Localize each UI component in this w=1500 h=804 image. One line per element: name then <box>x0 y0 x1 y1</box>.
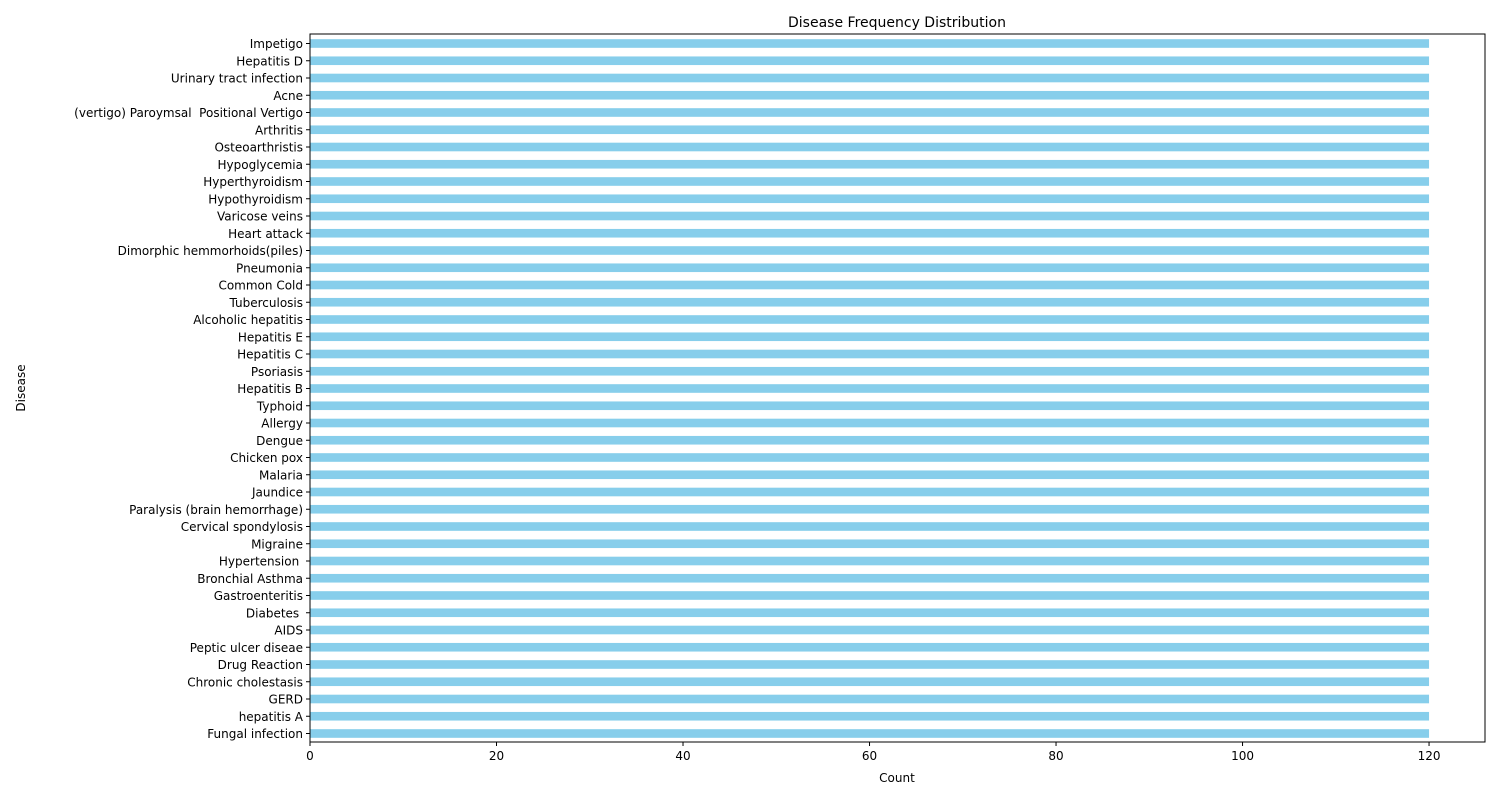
y-axis-label: Disease <box>14 364 28 411</box>
y-tick-label: Chronic cholestasis <box>187 675 303 689</box>
bar <box>310 228 1430 238</box>
y-tick-label: Hypertension <box>219 555 303 569</box>
y-tick-label: Malaria <box>259 468 303 482</box>
y-tick-label: Allergy <box>261 417 303 431</box>
bar <box>310 435 1430 445</box>
bar <box>310 332 1430 342</box>
bar <box>310 349 1430 359</box>
y-tick-label: Hepatitis E <box>238 330 303 344</box>
bar <box>310 401 1430 411</box>
bar <box>310 297 1430 307</box>
bar <box>310 453 1430 462</box>
y-tick-label: Osteoarthristis <box>214 141 303 155</box>
bar <box>310 263 1430 273</box>
bar <box>310 90 1430 100</box>
y-tick-label: Arthritis <box>255 123 303 137</box>
plot-frame <box>309 33 1486 743</box>
bar <box>310 556 1430 566</box>
y-tick-label: Diabetes <box>246 606 303 620</box>
y-tick-label: Drug Reaction <box>218 658 303 672</box>
x-tick-label: 60 <box>862 749 877 763</box>
y-tick-label: Impetigo <box>250 37 303 51</box>
bar <box>310 159 1430 169</box>
y-tick-label: Hepatitis B <box>237 382 303 396</box>
y-tick-label: Fungal infection <box>207 727 303 741</box>
x-tick-label: 120 <box>1418 749 1441 763</box>
bar <box>310 677 1430 687</box>
y-tick-label: Alcoholic hepatitis <box>193 313 303 327</box>
bar <box>310 487 1430 497</box>
bar <box>310 522 1430 531</box>
y-tick-label: Pneumonia <box>236 261 303 275</box>
bar <box>310 246 1430 255</box>
bar <box>310 108 1430 117</box>
bar <box>310 591 1430 600</box>
y-tick-label: Hypoglycemia <box>218 158 304 172</box>
bar <box>310 539 1430 549</box>
bar <box>310 73 1430 83</box>
x-tick-label: 100 <box>1231 749 1254 763</box>
y-tick-label: Dimorphic hemmorhoids(piles) <box>118 244 303 258</box>
y-tick-label: Hypothyroidism <box>208 192 303 206</box>
y-tick-label: Heart attack <box>228 227 303 241</box>
y-tick-label: Gastroenteritis <box>214 589 303 603</box>
bar <box>310 384 1430 393</box>
bar <box>310 694 1430 704</box>
y-tick-label: Jaundice <box>251 486 303 500</box>
y-tick-label: Paralysis (brain hemorrhage) <box>129 503 303 517</box>
bar <box>310 177 1430 186</box>
y-tick-label: Acne <box>273 89 303 103</box>
bar <box>310 573 1430 583</box>
y-tick-label: hepatitis A <box>239 710 304 724</box>
y-tick-label: Urinary tract infection <box>171 72 303 86</box>
bar <box>310 280 1430 290</box>
y-tick-label: Varicose veins <box>217 210 303 224</box>
bar <box>310 608 1430 618</box>
y-tick-label: Peptic ulcer diseae <box>190 641 303 655</box>
chart-title: Disease Frequency Distribution <box>788 15 1006 31</box>
bar <box>310 729 1430 738</box>
bar <box>310 504 1430 514</box>
y-tick-label: Common Cold <box>218 279 303 293</box>
bar <box>310 125 1430 135</box>
bars-layer <box>310 39 1430 738</box>
bar <box>310 418 1430 428</box>
y-tick-label: Hyperthyroidism <box>203 175 303 189</box>
bar <box>310 315 1430 324</box>
bar <box>310 470 1430 480</box>
bar <box>310 56 1430 66</box>
y-tick-label: Hepatitis C <box>237 348 303 362</box>
x-tick-label: 20 <box>489 749 504 763</box>
y-tick-label: (vertigo) Paroymsal Positional Vertigo <box>74 106 303 120</box>
bar <box>310 211 1430 221</box>
y-tick-label: Chicken pox <box>230 451 303 465</box>
y-tick-label: Psoriasis <box>251 365 303 379</box>
x-tick-layer: 0 20 40 60 80 100 120 <box>306 742 1441 763</box>
bar <box>310 194 1430 204</box>
y-tick-label: Tuberculosis <box>229 296 304 310</box>
bar <box>310 642 1430 652</box>
y-tick-layer: Fungal infection hepatitis A GERD Chronic c… <box>74 37 310 741</box>
bar <box>310 366 1430 376</box>
x-tick-label: 40 <box>675 749 690 763</box>
y-tick-label: Hepatitis D <box>236 54 303 68</box>
bar <box>310 39 1430 48</box>
y-tick-label: GERD <box>269 693 303 707</box>
y-tick-label: AIDS <box>274 624 303 638</box>
bar <box>310 660 1430 669</box>
y-tick-label: Migraine <box>251 537 303 551</box>
x-tick-label: 80 <box>1048 749 1063 763</box>
bar <box>310 711 1430 721</box>
y-tick-label: Typhoid <box>256 399 303 413</box>
bar <box>310 142 1430 152</box>
y-tick-label: Bronchial Asthma <box>197 572 303 586</box>
y-tick-label: Dengue <box>256 434 303 448</box>
bar <box>310 625 1430 635</box>
x-tick-label: 0 <box>306 749 314 763</box>
y-tick-label: Cervical spondylosis <box>181 520 303 534</box>
x-axis-label: Count <box>879 771 915 785</box>
